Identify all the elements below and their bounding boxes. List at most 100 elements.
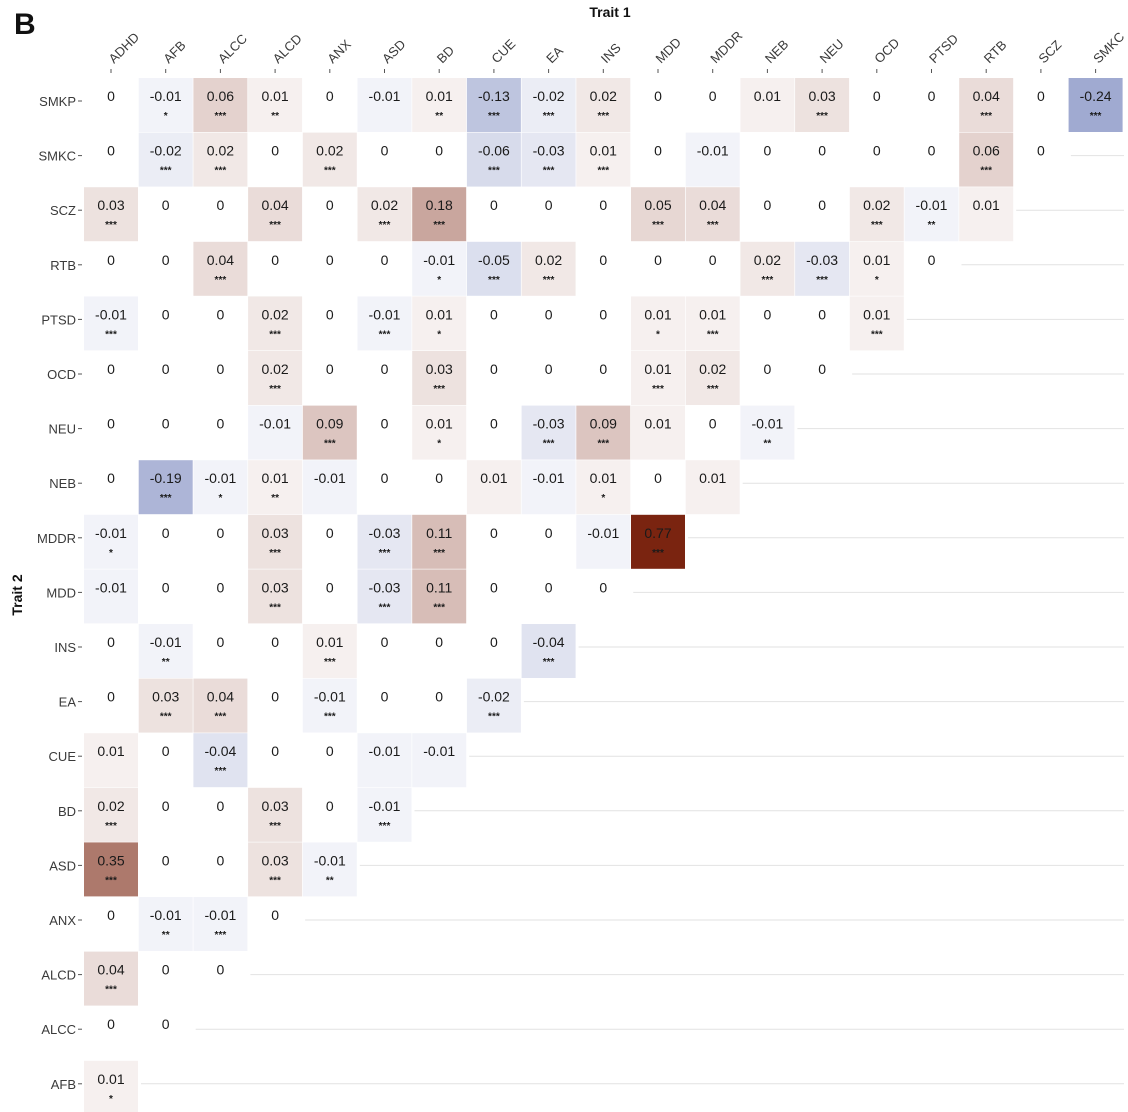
heatmap-cell-fill bbox=[138, 78, 193, 132]
heatmap-cell-fill bbox=[685, 460, 740, 515]
heatmap-cell: 0.03 *** bbox=[138, 678, 193, 733]
heatmap-cell: -0.01 * bbox=[412, 241, 467, 296]
cell-significance-label: *** bbox=[379, 329, 391, 340]
cell-value-label: 0.02 bbox=[371, 197, 398, 213]
cell-value-label: 0 bbox=[326, 197, 334, 213]
cell-value-label: 0 bbox=[490, 634, 498, 650]
cell-value-label: 0 bbox=[818, 197, 826, 213]
heatmap-cell-fill bbox=[576, 241, 631, 296]
cell-value-label: 0.01 bbox=[863, 252, 890, 268]
heatmap-cell: -0.01 bbox=[357, 733, 412, 788]
heatmap-cell-fill bbox=[685, 78, 740, 132]
cell-value-label: 0.03 bbox=[261, 525, 288, 541]
heatmap-cell: 0 bbox=[740, 351, 795, 405]
heatmap-cell-fill bbox=[193, 733, 248, 788]
heatmap-cell: 0.01 bbox=[84, 733, 138, 788]
heatmap-cell: -0.04 *** bbox=[521, 624, 576, 678]
cell-value-label: 0 bbox=[818, 306, 826, 322]
heatmap-cell-fill bbox=[631, 351, 685, 405]
heatmap-cell: -0.01 ** bbox=[740, 405, 795, 460]
heatmap-cell: 0 bbox=[357, 132, 412, 187]
y-tick-label: CUE bbox=[49, 749, 77, 764]
cell-significance-label: *** bbox=[269, 329, 281, 340]
heatmap-cell-fill bbox=[357, 569, 412, 624]
cell-value-label: 0 bbox=[271, 689, 279, 705]
cell-value-label: -0.01 bbox=[95, 579, 127, 595]
heatmap-cell-fill bbox=[795, 241, 850, 296]
heatmap-cell: 0.03 *** bbox=[412, 351, 467, 405]
cell-value-label: 0 bbox=[271, 252, 279, 268]
heatmap-cell: 0 bbox=[193, 624, 248, 678]
cell-value-label: 0 bbox=[107, 143, 115, 159]
heatmap-cell: 0 bbox=[576, 569, 631, 624]
heatmap-cell-fill bbox=[685, 241, 740, 296]
heatmap-cell: 0.35 *** bbox=[84, 842, 138, 897]
heatmap-cell-fill bbox=[521, 241, 576, 296]
cell-significance-label: ** bbox=[162, 657, 170, 668]
cell-value-label: 0 bbox=[490, 197, 498, 213]
cell-value-label: 0 bbox=[599, 579, 607, 595]
cell-value-label: 0 bbox=[709, 252, 717, 268]
heatmap-cell-fill bbox=[357, 624, 412, 678]
cell-significance-label: *** bbox=[433, 548, 445, 559]
heatmap-cell-fill bbox=[193, 78, 248, 132]
heatmap-cell-fill bbox=[904, 187, 959, 242]
cell-value-label: 0 bbox=[107, 470, 115, 486]
cell-value-label: 0 bbox=[326, 525, 334, 541]
cell-value-label: -0.01 bbox=[150, 88, 182, 104]
heatmap-cell-fill bbox=[466, 132, 521, 187]
heatmap-cell: 0.01 *** bbox=[576, 132, 631, 187]
heatmap-cell: 0 bbox=[193, 187, 248, 242]
cell-significance-label: ** bbox=[435, 111, 443, 122]
cell-value-label: -0.02 bbox=[478, 689, 510, 705]
heatmap-cell: 0.03 *** bbox=[248, 842, 303, 897]
heatmap-cell-fill bbox=[138, 733, 193, 788]
cell-value-label: 0.02 bbox=[97, 798, 124, 814]
cell-significance-label: *** bbox=[269, 602, 281, 613]
cell-value-label: 0.01 bbox=[644, 306, 671, 322]
heatmap-cell: 0 bbox=[302, 787, 357, 842]
heatmap-cell: 0 bbox=[576, 296, 631, 351]
heatmap-cell-fill bbox=[84, 787, 138, 842]
x-tick-label: ALCC bbox=[215, 31, 250, 66]
cell-value-label: 0.01 bbox=[261, 470, 288, 486]
heatmap-cell: 0 bbox=[84, 78, 138, 132]
cell-value-label: 0 bbox=[271, 743, 279, 759]
cell-significance-label: * bbox=[218, 493, 222, 504]
heatmap-cell-fill bbox=[795, 296, 850, 351]
heatmap-cell: 0 bbox=[84, 460, 138, 515]
heatmap-cell: 0.03 *** bbox=[248, 514, 303, 569]
heatmap-cell: 0.03 *** bbox=[795, 78, 850, 132]
heatmap-cell-fill bbox=[248, 514, 303, 569]
cell-significance-label: *** bbox=[269, 821, 281, 832]
cell-value-label: 0 bbox=[162, 743, 170, 759]
heatmap-cell-fill bbox=[302, 733, 357, 788]
heatmap-cell-fill bbox=[193, 514, 248, 569]
cell-value-label: 0 bbox=[545, 579, 553, 595]
heatmap-cell: 0 bbox=[795, 351, 850, 405]
heatmap-cell: 0 bbox=[193, 787, 248, 842]
heatmap-cell-fill bbox=[466, 187, 521, 242]
heatmap-cell: -0.24 *** bbox=[1068, 78, 1123, 132]
heatmap-cell-fill bbox=[193, 787, 248, 842]
cell-value-label: 0 bbox=[545, 525, 553, 541]
cell-value-label: 0.02 bbox=[535, 252, 562, 268]
cell-value-label: 0.09 bbox=[316, 416, 343, 432]
heatmap-cell-fill bbox=[795, 78, 850, 132]
y-tick-label: SMKP bbox=[39, 94, 76, 109]
heatmap-cell: -0.03 *** bbox=[795, 241, 850, 296]
cell-value-label: -0.01 bbox=[204, 907, 236, 923]
grid-lines bbox=[141, 155, 1124, 1085]
heatmap-cell: 0.09 *** bbox=[576, 405, 631, 460]
heatmap-cell: -0.01 *** bbox=[357, 787, 412, 842]
cell-value-label: 0 bbox=[654, 252, 662, 268]
heatmap-cell: 0 bbox=[466, 405, 521, 460]
heatmap-cell-fill bbox=[576, 351, 631, 405]
heatmap-cell: 0 bbox=[193, 405, 248, 460]
cell-value-label: 0 bbox=[599, 197, 607, 213]
heatmap-cell: 0 bbox=[521, 514, 576, 569]
cell-value-label: 0.03 bbox=[261, 852, 288, 868]
heatmap-cell-fill bbox=[248, 187, 303, 242]
heatmap-cell: 0 bbox=[521, 296, 576, 351]
heatmap-cell-fill bbox=[412, 514, 467, 569]
